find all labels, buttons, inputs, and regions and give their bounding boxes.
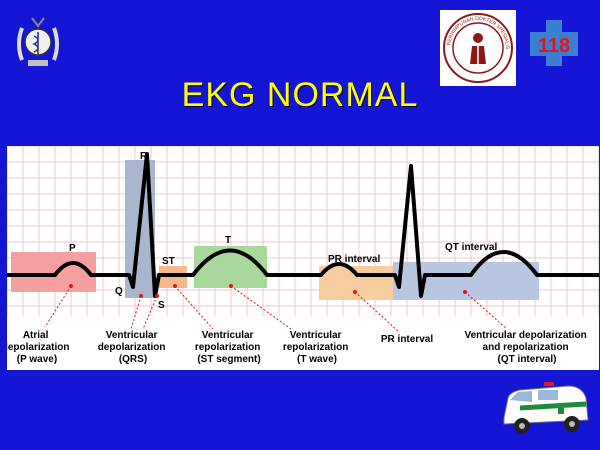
caption-st: Ventricular repolarization (ST segment) (195, 330, 263, 365)
label-q: Q (115, 286, 123, 297)
caption-qt: Ventricular depolarization and repolariz… (464, 330, 589, 365)
ekg-diagram: P R Q S ST T PR interval QT interval Atr… (7, 146, 599, 370)
doctor-association-seal-icon: PERHIMPUNAN DOKTER SPESIALIS (440, 10, 516, 86)
ekg-trace (7, 152, 599, 298)
ambulance-icon (503, 382, 589, 434)
qt-interval-region (393, 262, 539, 300)
label-st: ST (162, 256, 175, 267)
svg-text:118: 118 (538, 35, 570, 57)
medical-emblem-icon (17, 17, 59, 66)
label-r: R (140, 151, 148, 162)
caption-atrial: Atrial depolarization (P wave) (7, 330, 72, 365)
label-qt-interval: QT interval (445, 242, 497, 253)
caption-t: Ventricular repolarization (T wave) (283, 330, 351, 365)
label-p: P (69, 243, 76, 254)
caption-pr: PR interval (381, 334, 433, 345)
page-title: EKG NORMAL (181, 76, 419, 114)
label-s: S (158, 300, 165, 311)
p-wave-region (11, 252, 96, 292)
label-pr-interval: PR interval (328, 254, 380, 265)
t-wave-region (194, 246, 267, 288)
label-t: T (225, 235, 231, 246)
emergency-118-logo-icon: 118 (530, 20, 578, 66)
caption-qrs: Ventricular depolarization (QRS) (98, 330, 169, 365)
pointer-lines (44, 284, 508, 333)
ekg-svg: P R Q S ST T PR interval QT interval Atr… (7, 146, 599, 365)
